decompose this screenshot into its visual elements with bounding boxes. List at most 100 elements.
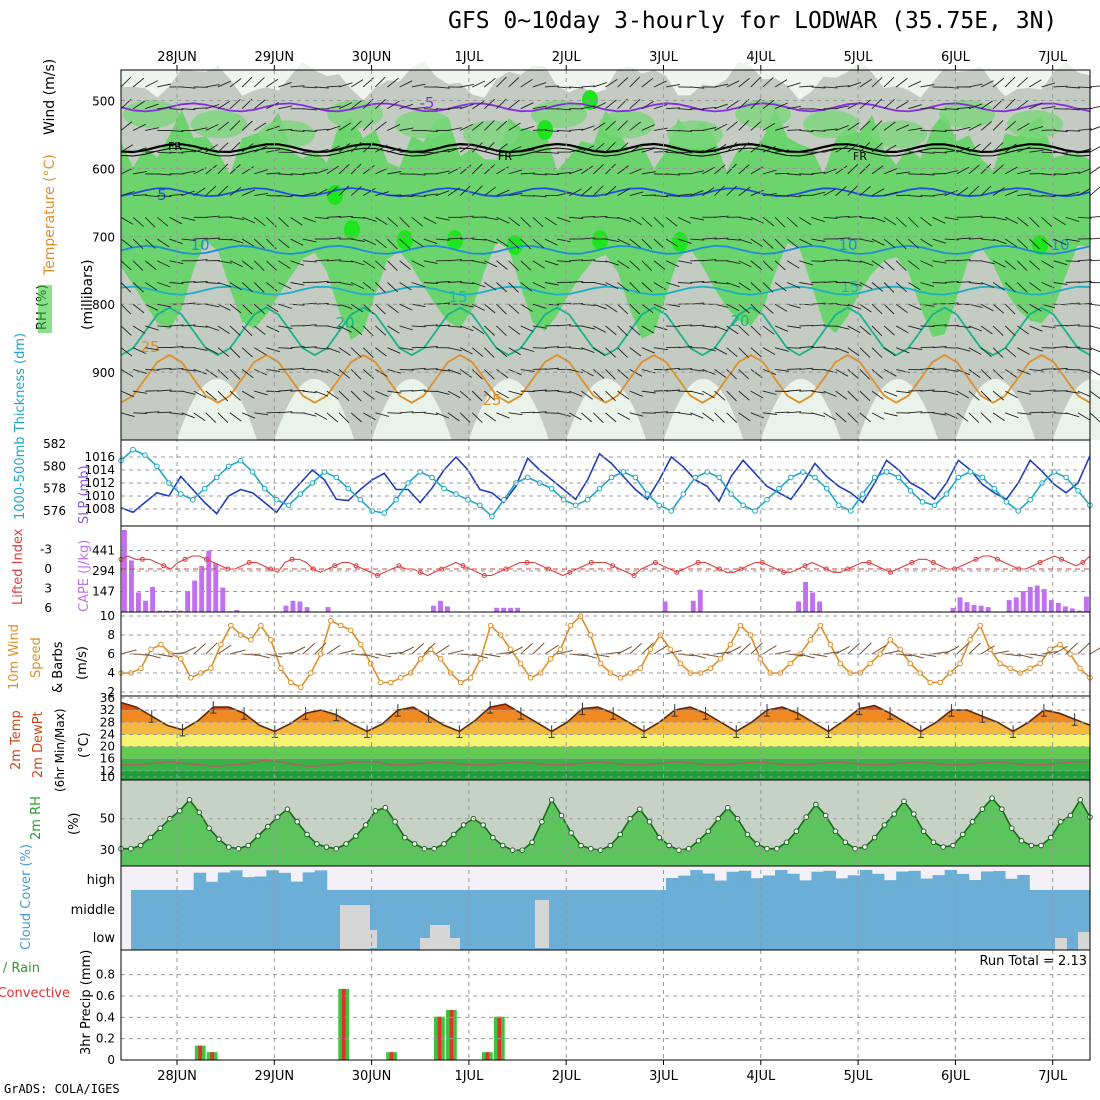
wind-barb xyxy=(229,369,241,380)
rh-line-point xyxy=(372,808,379,814)
wind-barb xyxy=(653,325,668,331)
wind-speed-line-point xyxy=(517,660,524,667)
wind-barb-10m xyxy=(193,643,207,655)
cloud-low-patch xyxy=(1055,938,1067,950)
wind-barb xyxy=(750,260,762,270)
wind-barb xyxy=(811,324,826,327)
wind-barb xyxy=(653,127,668,131)
wind-barb xyxy=(847,215,862,218)
wind-barb xyxy=(472,80,486,88)
wind-barb xyxy=(835,347,849,354)
wind-barb xyxy=(678,260,693,264)
wind-barb xyxy=(120,238,133,248)
cloud-high-block xyxy=(314,870,328,890)
cloud-low-patch xyxy=(365,930,377,948)
wind-barb xyxy=(278,303,292,309)
wind-barb xyxy=(1089,259,1100,262)
wind-barb xyxy=(883,168,898,175)
rh-gridline-label: 30 xyxy=(100,843,115,857)
wind-barb xyxy=(447,368,462,375)
wind-barb xyxy=(229,390,241,401)
wind-barb xyxy=(520,125,535,131)
wind-barb xyxy=(677,216,691,224)
wind-barb xyxy=(229,260,243,268)
wind-barb xyxy=(217,369,229,380)
lifted-index-point xyxy=(994,556,1000,562)
wind-barb xyxy=(447,412,460,422)
wind-barb xyxy=(253,238,265,249)
wind-barb-10m xyxy=(787,653,804,657)
wind-barb xyxy=(132,260,144,271)
wind-barb xyxy=(1029,368,1044,372)
ua-rh-blob xyxy=(599,110,655,139)
ua-label-wind: Wind (m/s) xyxy=(42,59,58,135)
wind-barb xyxy=(920,151,935,154)
wind-barb xyxy=(653,411,668,414)
lifted-index-point xyxy=(1059,556,1064,562)
wind-barb xyxy=(145,195,160,198)
rh-line-point xyxy=(920,828,927,835)
precip-convective-bar xyxy=(210,1052,214,1060)
wind-barb xyxy=(508,390,523,396)
wind-barb xyxy=(690,108,705,111)
wind-barb xyxy=(496,166,509,175)
cloud-high-block xyxy=(266,870,279,890)
precip-label-total: Total / Rain xyxy=(0,961,40,976)
wind-barb xyxy=(895,78,908,88)
wind-barb xyxy=(605,369,616,380)
wind-barb xyxy=(908,80,922,88)
wind-barb xyxy=(678,108,693,111)
wind-barb xyxy=(762,260,774,271)
wind-barb xyxy=(690,86,705,89)
wind-barb xyxy=(883,325,895,336)
wind-barb xyxy=(484,77,496,88)
wind-barb xyxy=(1017,303,1029,314)
wind-barb xyxy=(278,173,293,176)
wind-barb xyxy=(460,215,475,218)
wind-barb-10m xyxy=(133,653,150,656)
wind-barb xyxy=(338,282,353,286)
wind-barb xyxy=(702,237,717,240)
wind-barb-10m xyxy=(302,643,316,655)
rh-line-point xyxy=(490,834,496,841)
rh-line-point xyxy=(637,806,643,813)
wind-barb xyxy=(290,282,305,286)
wind-barb xyxy=(883,76,895,88)
wind-barb xyxy=(920,367,935,370)
wind-barb xyxy=(714,164,726,175)
wind-barb xyxy=(472,325,485,335)
wind-barb xyxy=(617,77,629,88)
wind-barb xyxy=(1041,411,1056,414)
thickness-line-point xyxy=(991,485,998,492)
wind-barb xyxy=(908,151,923,153)
wind-barb xyxy=(666,173,681,176)
wind-barb xyxy=(1004,143,1017,153)
wind-barb xyxy=(484,141,495,153)
wind-barb xyxy=(120,76,132,88)
wind-barb xyxy=(1089,237,1100,240)
ua-rh-blob xyxy=(123,100,179,129)
wind-barb xyxy=(653,104,668,110)
wind-barb-10m xyxy=(508,646,524,655)
cape-bar xyxy=(1041,589,1047,612)
wind-speed-line-point xyxy=(727,641,734,648)
date-label-top: 2JUL xyxy=(552,50,582,65)
lifted-index-point xyxy=(1080,560,1086,565)
wind-barb xyxy=(666,195,681,197)
wind-barb-10m xyxy=(423,642,436,655)
precip-convective-bar xyxy=(437,1016,442,1060)
wind-barb xyxy=(980,412,992,423)
wind-barb-10m xyxy=(871,645,886,655)
wind-barb xyxy=(120,369,134,377)
wind-barb xyxy=(920,325,935,327)
wind-barb xyxy=(362,120,374,131)
wind-barb xyxy=(714,185,725,196)
wind-barb xyxy=(932,238,947,244)
thickness-line-point xyxy=(919,499,926,505)
rh-line-point xyxy=(323,844,330,850)
rh-line-point xyxy=(382,804,389,811)
wind-barb xyxy=(859,141,871,153)
wind-barb xyxy=(508,122,521,131)
wind-barb xyxy=(157,195,172,197)
